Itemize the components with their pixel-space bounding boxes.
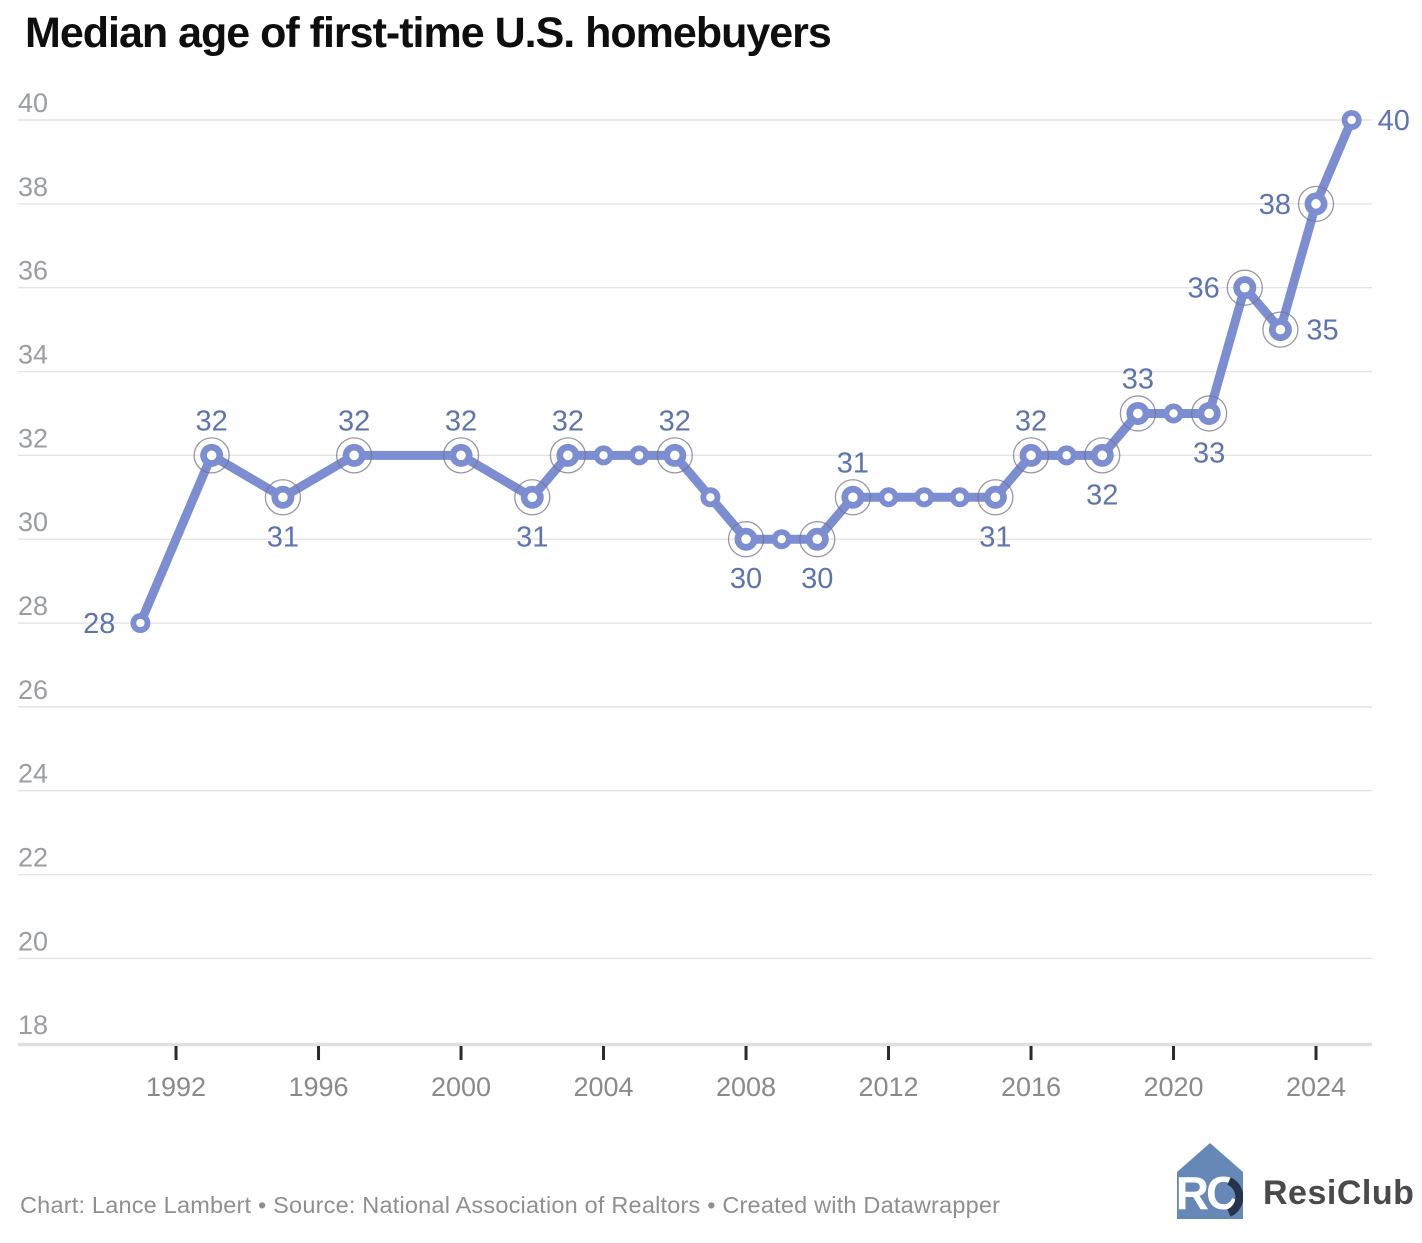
footer: Chart: Lance Lambert • Source: National … [0, 1130, 1422, 1238]
highlight-ring-2023 [1262, 311, 1299, 348]
highlight-ring-2002 [514, 479, 551, 516]
brand-name: ResiClub [1263, 1174, 1415, 1212]
data-point-hole-2015 [990, 492, 1001, 503]
data-point-hole-2004 [599, 451, 608, 460]
data-point-hole-2006 [669, 450, 680, 461]
data-point-hole-1991 [136, 618, 145, 628]
data-point-hole-1995 [278, 492, 288, 503]
y-axis-label-18: 18 [18, 1010, 48, 1040]
data-point-hole-2018 [1097, 450, 1108, 461]
x-tick-label-2024: 2024 [1286, 1072, 1346, 1102]
highlight-ring-2015 [977, 479, 1014, 516]
y-axis-label-36: 36 [18, 256, 48, 286]
data-label-2019: 33 [1122, 363, 1154, 395]
highlight-ring-2024 [1297, 185, 1335, 222]
data-point-hole-2008 [741, 534, 751, 544]
house-shape [1177, 1143, 1243, 1219]
x-tick-label-2016: 2016 [1001, 1072, 1061, 1102]
data-label-2000: 32 [445, 405, 477, 437]
data-label-1991: 28 [83, 608, 115, 640]
data-point-hole-2002 [527, 492, 538, 503]
highlight-ring-2008 [727, 521, 765, 558]
data-label-2022: 36 [1188, 273, 1220, 305]
data-label-2002: 31 [516, 521, 548, 553]
x-tick-label-2008: 2008 [716, 1072, 776, 1102]
data-point-hole-2016 [1026, 450, 1036, 461]
data-label-1995: 31 [267, 521, 299, 553]
highlight-ring-2016 [1012, 437, 1050, 474]
highlight-ring-2019 [1119, 395, 1157, 432]
data-label-2008: 30 [730, 563, 762, 595]
y-axis-label-32: 32 [18, 423, 48, 453]
data-point-hole-2014 [955, 493, 964, 502]
data-point-hole-2013 [919, 493, 929, 502]
data-point-hole-2017 [1062, 451, 1071, 460]
data-label-2021: 33 [1193, 437, 1225, 469]
data-point-hole-2021 [1204, 408, 1214, 419]
highlight-ring-2006 [656, 437, 693, 474]
highlight-ring-1995 [264, 479, 302, 516]
highlight-ring-2022 [1226, 269, 1263, 306]
resiclub-logo: RC ResiClub [1176, 1142, 1417, 1232]
data-point-hole-2020 [1169, 409, 1178, 418]
data-point-hole-1993 [206, 450, 217, 461]
data-label-2006: 32 [659, 405, 691, 437]
highlight-ring-2010 [799, 521, 836, 558]
highlight-ring-2000 [442, 437, 480, 474]
y-axis-label-26: 26 [18, 675, 48, 705]
y-axis-label-24: 24 [18, 759, 48, 789]
logo-accent-arc [1227, 1177, 1244, 1217]
data-point-hole-2011 [848, 492, 858, 503]
highlight-ring-1993 [193, 437, 230, 474]
data-point-hole-2000 [456, 450, 466, 461]
x-tick-label-2000: 2000 [431, 1072, 491, 1102]
data-point-hole-2005 [634, 451, 644, 460]
data-point-hole-2009 [777, 535, 786, 544]
data-point-hole-2025 [1347, 115, 1356, 125]
house-logo-icon: RC [1176, 1143, 1244, 1219]
x-tick-label-2012: 2012 [858, 1072, 918, 1102]
highlight-ring-2011 [834, 479, 872, 516]
data-label-2023: 35 [1306, 315, 1338, 347]
x-tick-label-2020: 2020 [1143, 1072, 1203, 1102]
y-axis-label-38: 38 [18, 172, 48, 202]
highlight-ring-2003 [549, 437, 587, 474]
highlight-ring-2021 [1191, 395, 1228, 432]
chart-title: Median age of first-time U.S. homebuyers [25, 9, 832, 57]
y-axis-label-40: 40 [18, 88, 48, 118]
data-label-2016: 32 [1015, 405, 1047, 437]
data-point-hole-2003 [563, 450, 573, 461]
y-axis-label-30: 30 [18, 507, 48, 537]
data-label-2024: 38 [1259, 189, 1291, 221]
highlight-ring-2018 [1084, 437, 1121, 474]
y-axis-label-22: 22 [18, 843, 48, 873]
data-point-hole-2019 [1133, 408, 1143, 419]
y-axis-label-28: 28 [18, 591, 48, 621]
data-point-hole-2024 [1311, 199, 1321, 209]
y-axis-label-34: 34 [18, 340, 48, 370]
data-point-hole-1997 [349, 450, 359, 461]
attribution-text: Chart: Lance Lambert • Source: National … [20, 1192, 1001, 1218]
data-label-2011: 31 [837, 447, 869, 479]
y-axis-label-20: 20 [18, 926, 48, 956]
data-point-hole-2010 [812, 534, 823, 544]
data-label-1993: 32 [196, 405, 228, 437]
data-point-hole-2007 [706, 493, 715, 502]
x-tick-label-1992: 1992 [146, 1072, 206, 1102]
data-label-2003: 32 [552, 405, 584, 437]
data-point-hole-2023 [1275, 324, 1286, 335]
highlight-ring-1997 [335, 437, 373, 474]
data-label-1997: 32 [338, 405, 370, 437]
data-point-hole-2012 [884, 493, 893, 502]
x-tick-label-2004: 2004 [573, 1072, 633, 1102]
data-label-2010: 30 [801, 563, 833, 595]
data-label-2015: 31 [979, 521, 1011, 553]
x-tick-label-1996: 1996 [288, 1072, 348, 1102]
data-label-2018: 32 [1086, 479, 1118, 511]
data-label-2025: 40 [1378, 105, 1410, 137]
data-point-hole-2022 [1239, 282, 1250, 293]
